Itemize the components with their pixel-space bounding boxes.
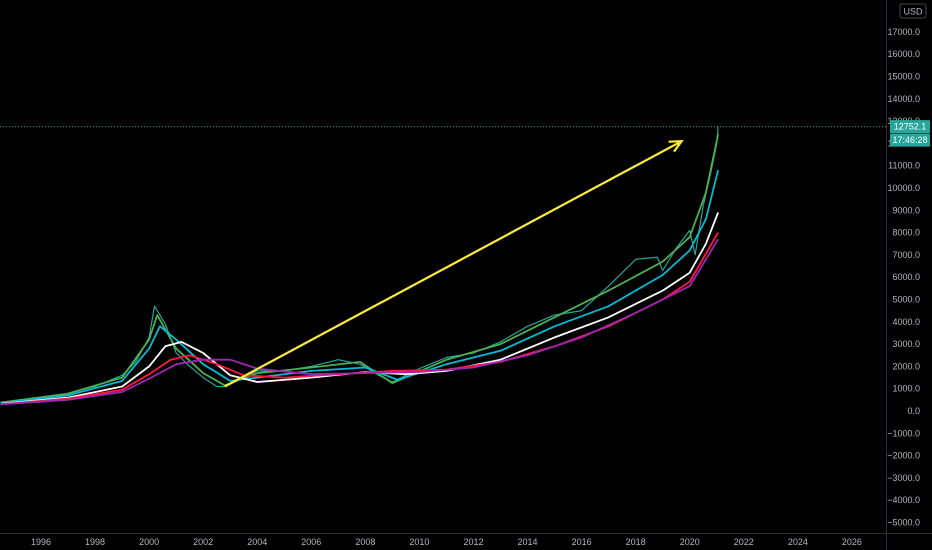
series-line [0, 169, 719, 405]
arrow-shaft [224, 140, 683, 388]
currency-label: USD [903, 7, 923, 17]
price-tick-label: 11000.0 [888, 161, 920, 171]
trend-arrow-annotation[interactable] [224, 140, 684, 388]
price-tick-label: 6000.0 [892, 272, 920, 282]
price-tick-label: 3000.0 [892, 339, 920, 349]
price-tick-label: 17000.0 [887, 27, 920, 37]
price-tick-label: −1000.0 [887, 428, 920, 438]
price-tick-label: −2000.0 [887, 451, 920, 461]
price-tick-label: 5000.0 [892, 295, 920, 305]
price-axis[interactable]: 17000.016000.015000.014000.013000.012000… [887, 27, 920, 528]
time-tick-label: 2016 [572, 537, 592, 547]
time-tick-label: 2020 [680, 537, 700, 547]
price-tick-label: −4000.0 [887, 495, 920, 505]
price-tick-label: 2000.0 [892, 361, 920, 371]
series-line [0, 134, 719, 404]
time-tick-label: 2018 [626, 537, 646, 547]
time-tick-label: 2006 [301, 537, 321, 547]
price-tick-label: −3000.0 [887, 473, 920, 483]
price-tick-label: −5000.0 [887, 518, 920, 528]
last-price-value: 12752.1 [894, 122, 927, 132]
time-tick-label: 1998 [85, 537, 105, 547]
price-tick-label: 8000.0 [892, 228, 920, 238]
time-axis[interactable]: 1996 1998 2000 2002 2004 2006 2008 2010 2012 2014… [31, 537, 862, 547]
price-tick-label: 10000.0 [887, 183, 920, 193]
price-tick-label: 4000.0 [892, 317, 920, 327]
time-tick-label: 2024 [788, 537, 808, 547]
series-line [0, 238, 719, 406]
time-tick-label: 2014 [518, 537, 538, 547]
last-price-badge: 12752.1 [890, 120, 930, 134]
time-tick-label: 2004 [247, 537, 267, 547]
arrow-head [668, 140, 684, 153]
time-tick-label: 2026 [842, 537, 862, 547]
currency-box[interactable]: USD [899, 3, 927, 19]
time-tick-label: 2008 [355, 537, 375, 547]
price-tick-label: 16000.0 [887, 49, 920, 59]
time-tick-label: 2000 [139, 537, 159, 547]
countdown-badge: 17:46:28 [890, 133, 930, 147]
price-tick-label: 9000.0 [892, 205, 920, 215]
price-tick-label: 7000.0 [892, 250, 920, 260]
price-tick-label: 1000.0 [892, 384, 920, 394]
bar-countdown: 17:46:28 [892, 135, 927, 145]
moving-average-series [0, 126, 719, 406]
time-tick-label: 2002 [193, 537, 213, 547]
time-tick-label: 2010 [409, 537, 429, 547]
time-tick-label: 1996 [31, 537, 51, 547]
price-tick-label: 0.0 [907, 406, 920, 416]
price-tick-label: 14000.0 [887, 94, 920, 104]
time-tick-label: 2012 [463, 537, 483, 547]
price-tick-label: 15000.0 [887, 72, 920, 82]
time-tick-label: 2022 [734, 537, 754, 547]
